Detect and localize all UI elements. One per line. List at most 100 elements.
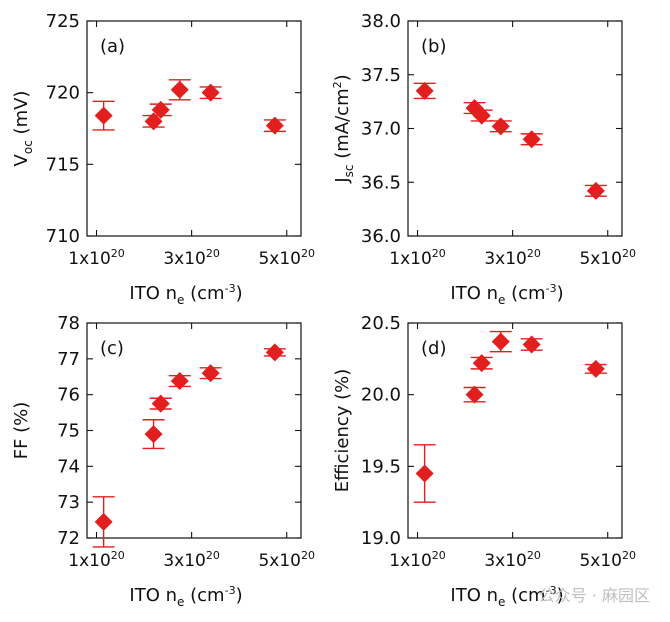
x-tick-label: 5x1020	[258, 247, 315, 269]
x-tick-label-part: 5x10	[258, 551, 301, 571]
x-tick-label: 3x1020	[484, 247, 541, 269]
x-axis-title-part: ITO n	[129, 283, 177, 304]
data-point	[265, 116, 284, 135]
data-point	[522, 335, 541, 354]
data-point	[415, 464, 434, 483]
y-axis-title-part: J	[332, 177, 353, 183]
x-axis-title-part: ITO n	[450, 585, 498, 606]
x-tick-label: 5x1020	[258, 549, 315, 571]
data-point	[472, 354, 491, 373]
x-tick-label-part: 3x10	[163, 249, 206, 269]
x-axis-title-part: e	[498, 595, 505, 609]
panel-label: (a)	[100, 36, 125, 57]
panel-label: (b)	[421, 36, 446, 57]
y-tick-label: 715	[46, 154, 80, 175]
y-tick-label: 72	[57, 528, 80, 549]
data-point	[586, 181, 605, 200]
x-axis-title-part: (cm	[184, 585, 224, 606]
y-tick-label: 710	[46, 226, 80, 247]
y-axis-title: Efficiency (%)	[332, 369, 353, 493]
x-tick-label: 3x1020	[163, 549, 220, 571]
x-tick-label-part: 20	[432, 549, 446, 562]
x-tick-label-part: 3x10	[484, 249, 527, 269]
x-axis-title-part: ITO n	[129, 585, 177, 606]
panel-label-part: (c)	[100, 338, 124, 359]
x-axis-title-part: -3	[225, 282, 236, 295]
y-tick-label: 75	[57, 421, 80, 442]
data-point	[144, 112, 163, 131]
data-point	[415, 81, 434, 100]
data-point	[144, 425, 163, 444]
x-tick-label-part: 20	[111, 247, 125, 260]
y-tick-label: 38.0	[361, 11, 401, 32]
plot-frame	[407, 322, 623, 539]
data-point	[151, 394, 170, 413]
x-axis-title-part: -3	[225, 584, 236, 597]
data-point	[586, 359, 605, 378]
y-axis-title: Jsc (mA/cm2)	[331, 74, 356, 183]
y-tick-label: 20.5	[361, 313, 401, 334]
x-axis-title-part: -3	[546, 584, 557, 597]
x-tick-label-part: 20	[111, 549, 125, 562]
x-axis-title-part: (cm	[184, 283, 224, 304]
x-axis-title-part: e	[498, 293, 505, 307]
y-tick-label: 36.5	[361, 172, 401, 193]
y-axis-title-part: 2	[331, 81, 344, 88]
data-point	[491, 332, 510, 351]
x-axis-title: ITO ne (cm-3)	[129, 282, 242, 307]
x-tick-label-part: 20	[622, 247, 636, 260]
data-point	[465, 385, 484, 404]
y-axis-title-part: V	[11, 153, 32, 166]
data-point	[472, 106, 491, 125]
plot-frame	[86, 20, 302, 237]
y-tick-label: 78	[57, 313, 80, 334]
x-tick-label-part: 5x10	[258, 249, 301, 269]
y-axis-title-part: (mV)	[11, 91, 32, 141]
x-axis-title-part: e	[177, 595, 184, 609]
y-tick-label: 725	[46, 11, 80, 32]
y-axis-title-part: FF (%)	[11, 402, 32, 460]
y-tick-label: 37.5	[361, 65, 401, 86]
data-point	[265, 343, 284, 362]
x-tick-label: 3x1020	[163, 247, 220, 269]
x-axis-title-part: (cm	[505, 585, 545, 606]
y-axis-title: Voc (mV)	[11, 91, 35, 167]
x-tick-label-part: 3x10	[163, 551, 206, 571]
y-axis-title-part: Efficiency (%)	[332, 369, 353, 493]
x-tick-label-part: 20	[301, 549, 315, 562]
x-axis-title-part: (cm	[505, 283, 545, 304]
y-tick-label: 19.0	[361, 528, 401, 549]
panel-label: (c)	[100, 338, 124, 359]
x-tick-label-part: 20	[206, 549, 220, 562]
panel-label: (d)	[421, 338, 446, 359]
data-point	[491, 117, 510, 136]
watermark: 公众号 · 麻园区	[538, 586, 650, 605]
panel-label-part: (d)	[421, 338, 446, 359]
data-point	[151, 100, 170, 119]
y-tick-label: 37.0	[361, 119, 401, 140]
x-tick-label-part: 1x10	[68, 249, 111, 269]
y-tick-label: 720	[46, 83, 80, 104]
x-tick-label: 1x1020	[389, 549, 446, 571]
x-axis-title-part: )	[557, 283, 564, 304]
y-tick-label: 19.5	[361, 456, 401, 477]
x-tick-label-part: 20	[622, 549, 636, 562]
x-tick-label: 5x1020	[579, 247, 636, 269]
x-tick-label-part: 20	[527, 549, 541, 562]
x-axis-title: ITO ne (cm-3)	[129, 584, 242, 609]
x-axis-title: ITO ne (cm-3)	[450, 584, 563, 609]
x-axis-title-part: )	[236, 283, 243, 304]
x-tick-label-part: 20	[527, 247, 541, 260]
y-axis-title: FF (%)	[11, 402, 32, 460]
x-axis-title-part: ITO n	[450, 283, 498, 304]
x-axis-title-part: )	[557, 585, 564, 606]
x-tick-label-part: 20	[206, 247, 220, 260]
data-point	[201, 83, 220, 102]
y-axis-title-part: )	[332, 74, 353, 81]
x-tick-label-part: 5x10	[579, 551, 622, 571]
x-axis-title: ITO ne (cm-3)	[450, 282, 563, 307]
